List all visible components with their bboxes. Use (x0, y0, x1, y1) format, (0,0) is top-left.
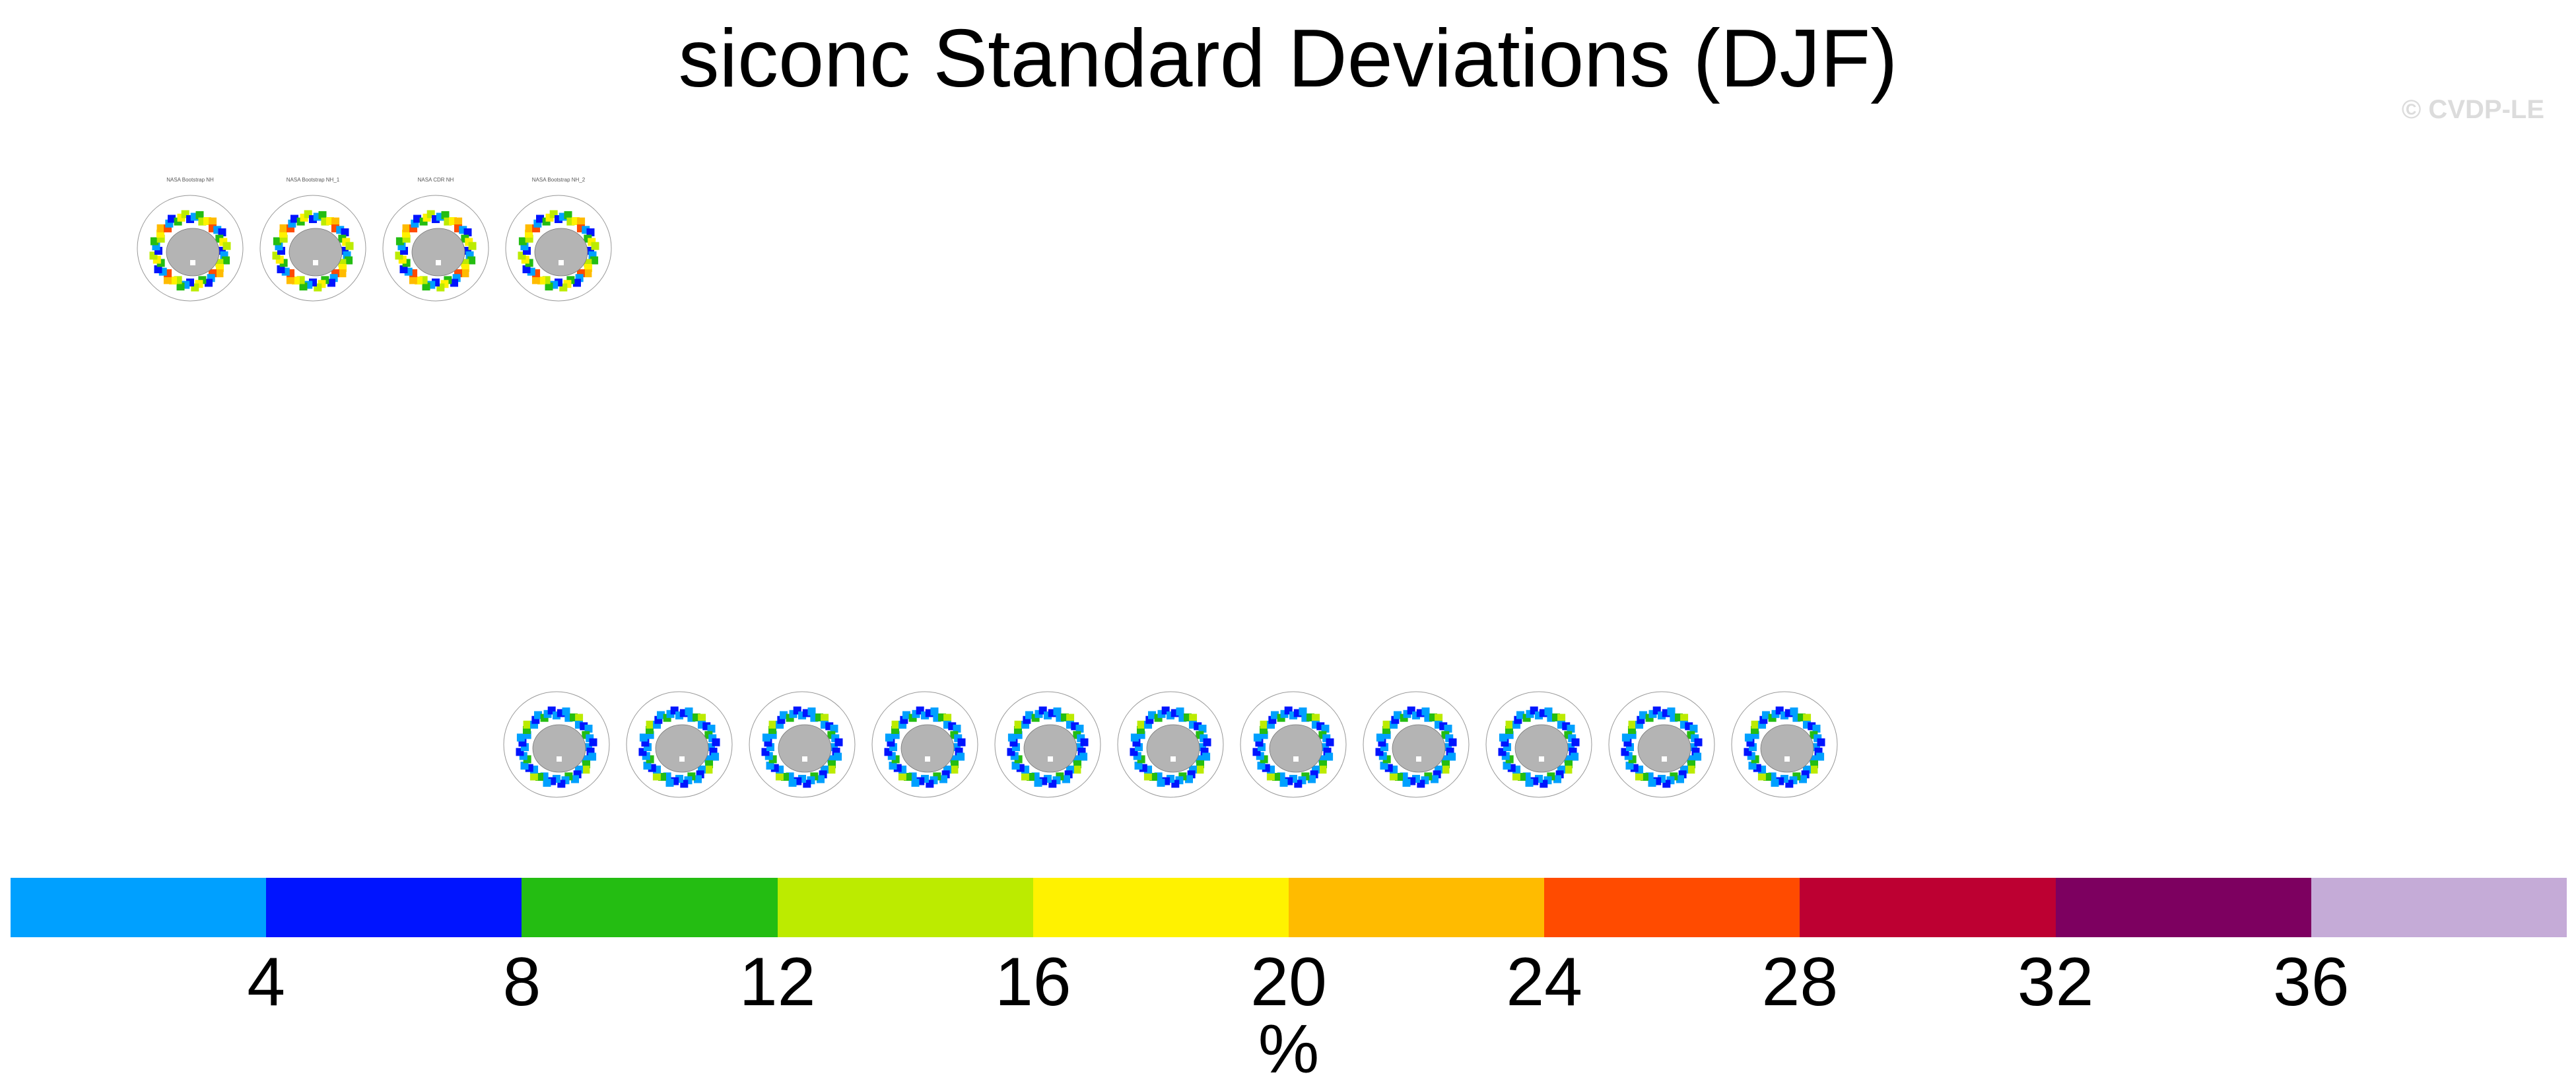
map-panel (1604, 686, 1720, 803)
colorbar-units: % (1258, 1011, 1320, 1088)
map-panel (1726, 686, 1843, 803)
page-title: siconc Standard Deviations (DJF) (678, 13, 1898, 104)
colorbar-tick-label: 8 (502, 944, 541, 1020)
colorbar-swatch (522, 878, 778, 937)
polar-map (137, 195, 244, 302)
colorbar-swatch (1800, 878, 2056, 937)
colorbar-swatch (1289, 878, 1545, 937)
polar-map (382, 195, 489, 302)
colorbar-tick-label: 32 (2017, 944, 2094, 1020)
polar-map (1117, 691, 1224, 798)
colorbar-swatch (266, 878, 522, 937)
polar-map (1608, 691, 1715, 798)
map-panel-title: NASA Bootstrap NH (166, 177, 214, 183)
polar-map (1485, 691, 1592, 798)
colorbar-tick-label: 28 (1761, 944, 1839, 1020)
colorbar-tick-label: 16 (994, 944, 1071, 1020)
map-panel (498, 686, 615, 803)
map-panel-title: NASA CDR NH (417, 177, 454, 183)
map-panel: NASA Bootstrap NH (132, 177, 248, 306)
colorbar-tick-label: 20 (1250, 944, 1327, 1020)
colorbar-swatch (1033, 878, 1289, 937)
colorbar-swatch (777, 878, 1033, 937)
map-panel (1358, 686, 1474, 803)
polar-map (259, 195, 366, 302)
map-panel (1112, 686, 1229, 803)
map-panel-title: NASA Bootstrap NH_1 (286, 177, 340, 183)
colorbar-swatch (11, 878, 267, 937)
map-panel-title: NASA Bootstrap NH_2 (531, 177, 586, 183)
watermark: © CVDP-LE (2401, 95, 2544, 124)
map-panel (867, 686, 983, 803)
colorbar (11, 878, 2567, 937)
polar-map (994, 691, 1101, 798)
colorbar-tick-label: 24 (1506, 944, 1583, 1020)
polar-map (871, 691, 978, 798)
colorbar-swatch (2055, 878, 2311, 937)
map-panel (621, 686, 737, 803)
colorbar-swatch (1544, 878, 1800, 937)
colorbar-swatch (2311, 878, 2567, 937)
polar-map (749, 691, 856, 798)
map-panel (1235, 686, 1351, 803)
map-panel (990, 686, 1106, 803)
colorbar-tick-label: 4 (247, 944, 286, 1020)
colorbar-tick-label: 12 (739, 944, 816, 1020)
map-panel: NASA Bootstrap NH_1 (255, 177, 371, 306)
polar-map (1731, 691, 1838, 798)
colorbar-tick-label: 36 (2272, 944, 2350, 1020)
map-panel (744, 686, 860, 803)
polar-map (626, 691, 733, 798)
polar-map (505, 195, 612, 302)
polar-map (1240, 691, 1347, 798)
map-panel: NASA CDR NH (378, 177, 494, 306)
polar-map (503, 691, 610, 798)
map-panel (1481, 686, 1597, 803)
map-panel: NASA Bootstrap NH_2 (500, 177, 617, 306)
polar-map (1363, 691, 1470, 798)
